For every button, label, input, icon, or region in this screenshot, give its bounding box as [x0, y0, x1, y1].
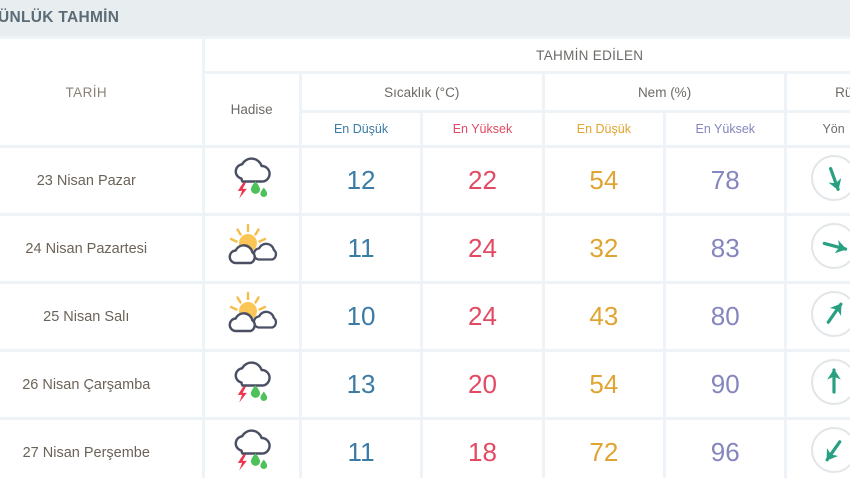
cell-temp-low: 11 — [301, 420, 421, 478]
column-header-wind: Rüzgar (km/sa) — [787, 74, 850, 110]
sun-behind-clouds-icon — [225, 291, 279, 337]
cell-temp-high: 24 — [423, 216, 542, 281]
table-row[interactable]: 23 Nisan Pazar1222547813 — [0, 148, 850, 213]
column-header-wind-dir: Yön — [787, 113, 850, 145]
arrow-south-southeast-icon — [828, 167, 841, 191]
wind-direction-dial — [810, 359, 850, 405]
cell-temp-low: 12 — [301, 148, 421, 213]
cell-humidity-high: 96 — [666, 420, 785, 478]
wind-direction-dial — [810, 223, 850, 269]
cell-temp-high: 22 — [423, 148, 542, 213]
table-row[interactable]: 27 Nisan Perşembe1118729610 — [0, 420, 850, 478]
thunderstorm-rain-icon — [226, 155, 278, 201]
column-header-event: Hadise — [204, 74, 299, 145]
cell-humidity-low: 72 — [544, 420, 664, 478]
arrow-east-icon — [822, 240, 847, 254]
cell-humidity-low: 54 — [544, 352, 664, 417]
cell-wind-direction — [787, 148, 850, 213]
column-header-date: TARİH — [0, 39, 202, 145]
cell-temp-high: 18 — [423, 420, 542, 478]
cell-humidity-high: 80 — [666, 284, 785, 349]
thunderstorm-rain-icon — [226, 359, 278, 405]
column-header-temp-high: En Yüksek — [423, 113, 542, 145]
table-row[interactable]: 25 Nisan Salı1024438010 — [0, 284, 850, 349]
column-header-hum-high: En Yüksek — [666, 113, 785, 145]
cell-wind-direction — [787, 352, 850, 417]
cell-date: 23 Nisan Pazar — [0, 148, 202, 213]
column-header-humidity: Nem (%) — [544, 74, 785, 110]
cell-humidity-low: 54 — [544, 148, 664, 213]
cell-wind-direction — [787, 420, 850, 478]
sun-behind-clouds-icon — [225, 223, 279, 269]
column-header-forecast-span: TAHMİN EDİLEN — [204, 39, 850, 71]
cell-humidity-high: 90 — [666, 352, 785, 417]
cell-humidity-high: 83 — [666, 216, 785, 281]
cell-date: 27 Nisan Perşembe — [0, 420, 202, 478]
column-header-hum-low: En Düşük — [544, 113, 664, 145]
table-header-row-1: TARİH TAHMİN EDİLEN — [0, 39, 850, 145]
cell-humidity-high: 78 — [666, 148, 785, 213]
table-row[interactable]: 24 Nisan Pazartesi112432838 — [0, 216, 850, 281]
arrow-southwest-icon — [825, 440, 841, 462]
table-header-row-2: Hadise Sıcaklık (°C) Nem (%) Rüzgar (km/… — [0, 74, 850, 145]
thunderstorm-rain-icon — [226, 427, 278, 473]
cell-temp-high: 24 — [423, 284, 542, 349]
cell-temp-low: 11 — [301, 216, 421, 281]
arrow-northeast-icon — [826, 302, 843, 324]
cell-weather-icon — [204, 216, 299, 281]
column-header-temp-low: En Düşük — [301, 113, 421, 145]
arrow-north-icon — [826, 368, 841, 394]
cell-weather-icon — [204, 420, 299, 478]
forecast-table: TARİH TAHMİN EDİLEN Hadise Sıcaklık (°C)… — [0, 36, 850, 478]
cell-humidity-low: 43 — [544, 284, 664, 349]
cell-weather-icon — [204, 148, 299, 213]
wind-direction-dial — [810, 427, 850, 473]
cell-wind-direction — [787, 284, 850, 349]
column-header-temperature: Sıcaklık (°C) — [301, 74, 542, 110]
table-header-row-3: En Düşük En Yüksek En Düşük En Yüksek Yö… — [0, 113, 850, 145]
cell-date: 25 Nisan Salı — [0, 284, 202, 349]
cell-weather-icon — [204, 284, 299, 349]
table-row[interactable]: 26 Nisan Çarşamba1320549010 — [0, 352, 850, 417]
cell-humidity-low: 32 — [544, 216, 664, 281]
page-title: ÜNLÜK TAHMİN — [0, 9, 120, 26]
cell-wind-direction — [787, 216, 850, 281]
cell-temp-high: 20 — [423, 352, 542, 417]
cell-weather-icon — [204, 352, 299, 417]
cell-temp-low: 10 — [301, 284, 421, 349]
cell-temp-low: 13 — [301, 352, 421, 417]
wind-direction-dial — [810, 155, 850, 201]
cell-date: 26 Nisan Çarşamba — [0, 352, 202, 417]
panel-title-bar: ÜNLÜK TAHMİN — [0, 0, 850, 36]
wind-direction-dial — [810, 291, 850, 337]
cell-date: 24 Nisan Pazartesi — [0, 216, 202, 281]
